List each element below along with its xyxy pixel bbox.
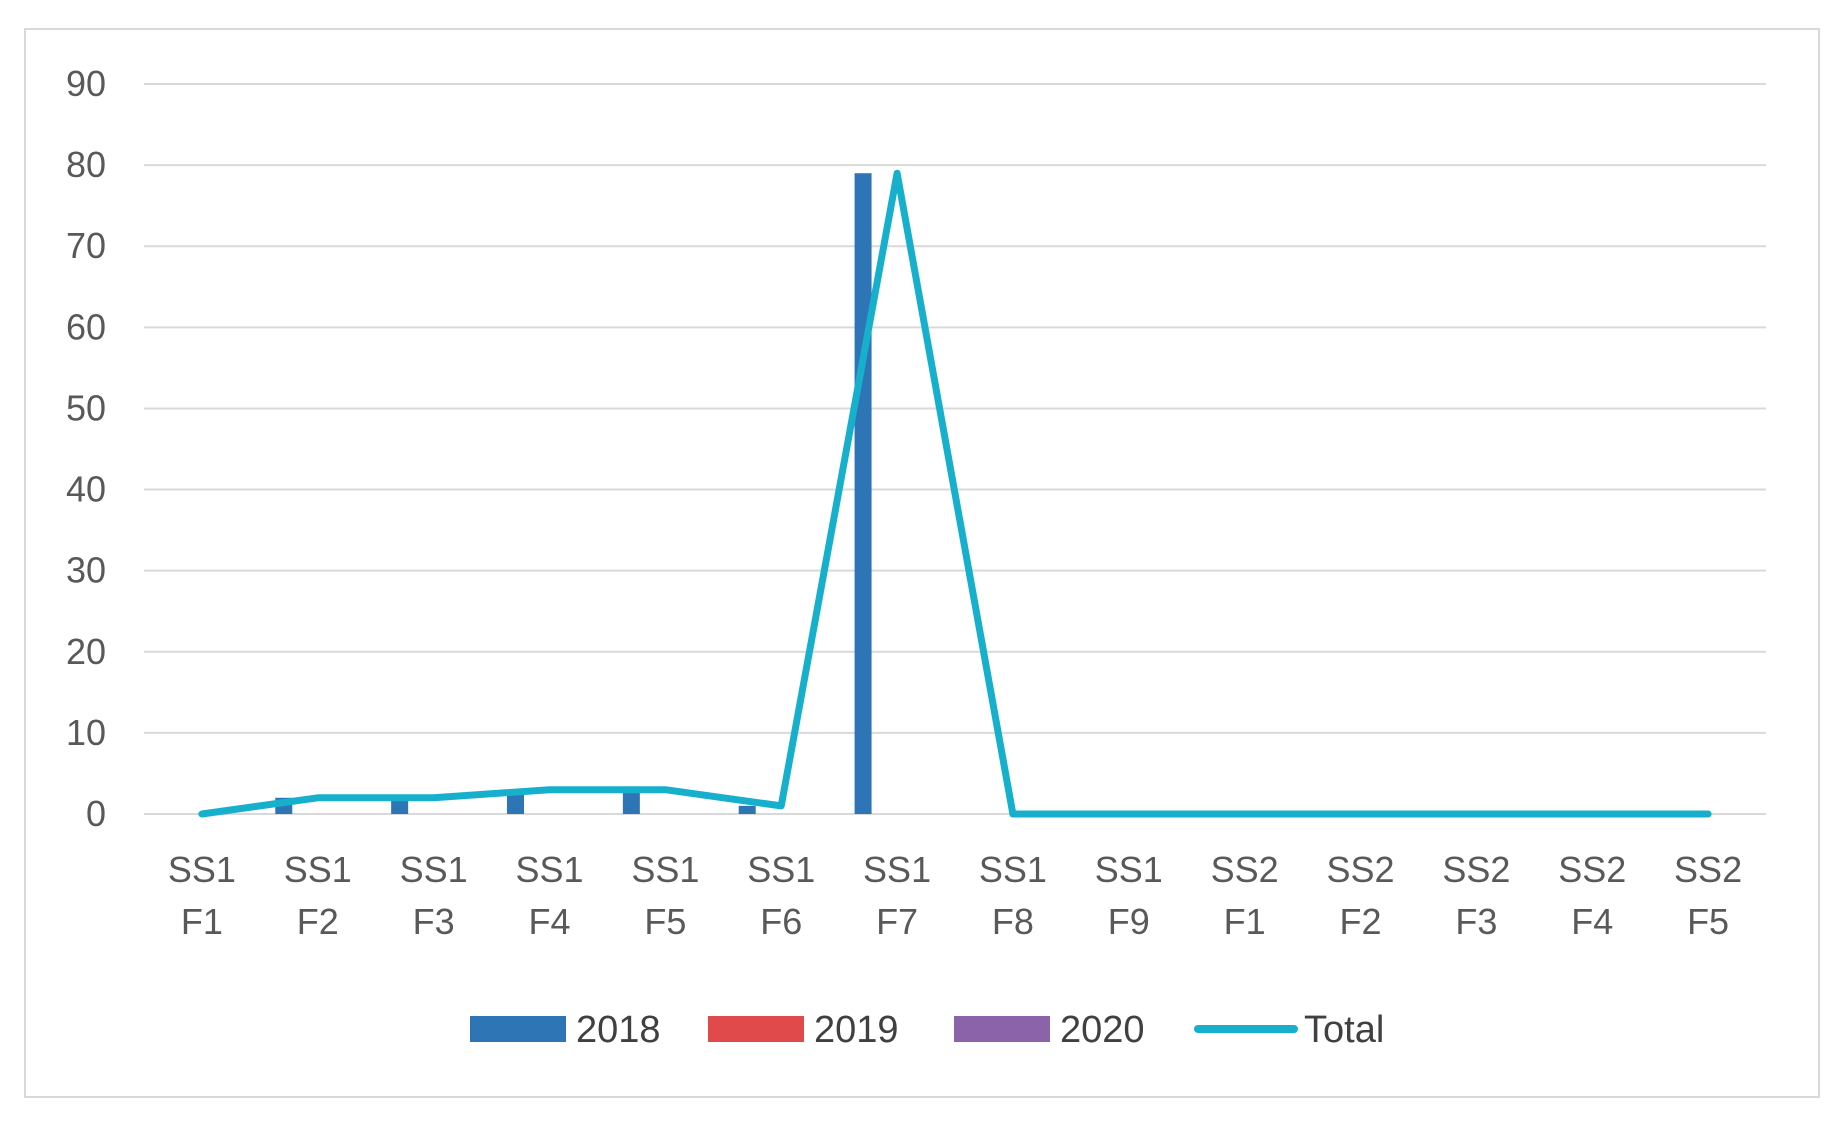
x-tick-label: SS1 F3 [400,849,468,942]
legend-label: Total [1304,1009,1384,1051]
x-tick-label: SS2 F4 [1558,849,1626,942]
x-tick-label-line: SS1 [168,849,236,890]
x-tick-label-line: SS2 [1442,849,1510,890]
bar-2018 [391,797,409,814]
x-tick-label-line: SS1 [515,849,583,890]
legend-swatch-2020 [954,1016,1050,1042]
y-tick-label: 80 [66,144,106,185]
x-tick-label-line: SS1 [284,849,352,890]
x-tick-label-line: F5 [644,901,686,942]
x-tick-label-line: F2 [1339,901,1381,942]
x-tick-label: SS1 F4 [515,849,583,942]
legend-label: 2018 [576,1009,661,1051]
y-tick-label: 70 [66,225,106,266]
y-axis-ticks: 0 10 20 30 40 50 60 70 80 90 [66,63,106,834]
legend-label: 2020 [1060,1009,1145,1051]
y-tick-label: 90 [66,63,106,104]
x-tick-label-line: F4 [1571,901,1613,942]
x-tick-label-line: SS2 [1674,849,1742,890]
y-tick-label: 40 [66,469,106,510]
x-tick-label-line: F2 [297,901,339,942]
x-tick-label-line: F1 [181,901,223,942]
x-tick-label-line: F9 [1108,901,1150,942]
x-tick-label-line: SS2 [1558,849,1626,890]
x-tick-label: SS1 F9 [1095,849,1163,942]
x-tick-label: SS1 F5 [631,849,699,942]
bar-2018 [738,805,756,814]
x-tick-label-line: F4 [528,901,570,942]
legend-label: 2019 [814,1009,899,1051]
x-tick-label-line: F3 [1455,901,1497,942]
x-tick-label-line: SS1 [979,849,1047,890]
bar-2018 [622,789,640,814]
x-tick-label-line: SS1 [747,849,815,890]
x-tick-label-line: F7 [876,901,918,942]
line-Total [198,169,1712,818]
x-tick-label-line: F8 [992,901,1034,942]
bars [275,173,872,814]
x-tick-label: SS2 F1 [1211,849,1279,942]
x-tick-label-line: F3 [413,901,455,942]
gridlines [144,83,1766,815]
x-tick-label: SS1 F8 [979,849,1047,942]
legend-swatch-2018 [470,1016,566,1042]
legend: 2018 2019 2020 Total [470,1009,1384,1051]
x-tick-label: SS2 F2 [1326,849,1394,942]
x-tick-label-line: SS1 [631,849,699,890]
bar-2018 [854,173,872,814]
x-tick-label: SS2 F3 [1442,849,1510,942]
x-tick-label-line: SS2 [1211,849,1279,890]
y-tick-label: 10 [66,712,106,753]
y-tick-label: 30 [66,550,106,591]
x-tick-label: SS1 F1 [168,849,236,942]
x-tick-label-line: F1 [1224,901,1266,942]
y-tick-label: 60 [66,306,106,347]
line-series [198,169,1712,818]
legend-swatch-2019 [708,1016,804,1042]
x-tick-label-line: F5 [1687,901,1729,942]
x-tick-label-line: SS1 [400,849,468,890]
x-tick-label-line: SS1 [863,849,931,890]
chart-frame: 0 10 20 30 40 50 60 70 80 90 SS1 F1 SS1 F2 SS1 F3 SS1 F4… [24,28,1820,1098]
x-tick-label: SS2 F5 [1674,849,1742,942]
x-tick-label: SS1 F7 [863,849,931,942]
x-tick-label-line: F6 [760,901,802,942]
x-tick-label-line: SS2 [1326,849,1394,890]
y-tick-label: 50 [66,387,106,428]
y-tick-label: 0 [86,793,106,834]
y-tick-label: 20 [66,631,106,672]
x-tick-label: SS1 F6 [747,849,815,942]
x-tick-label-line: SS1 [1095,849,1163,890]
x-tick-label: SS1 F2 [284,849,352,942]
